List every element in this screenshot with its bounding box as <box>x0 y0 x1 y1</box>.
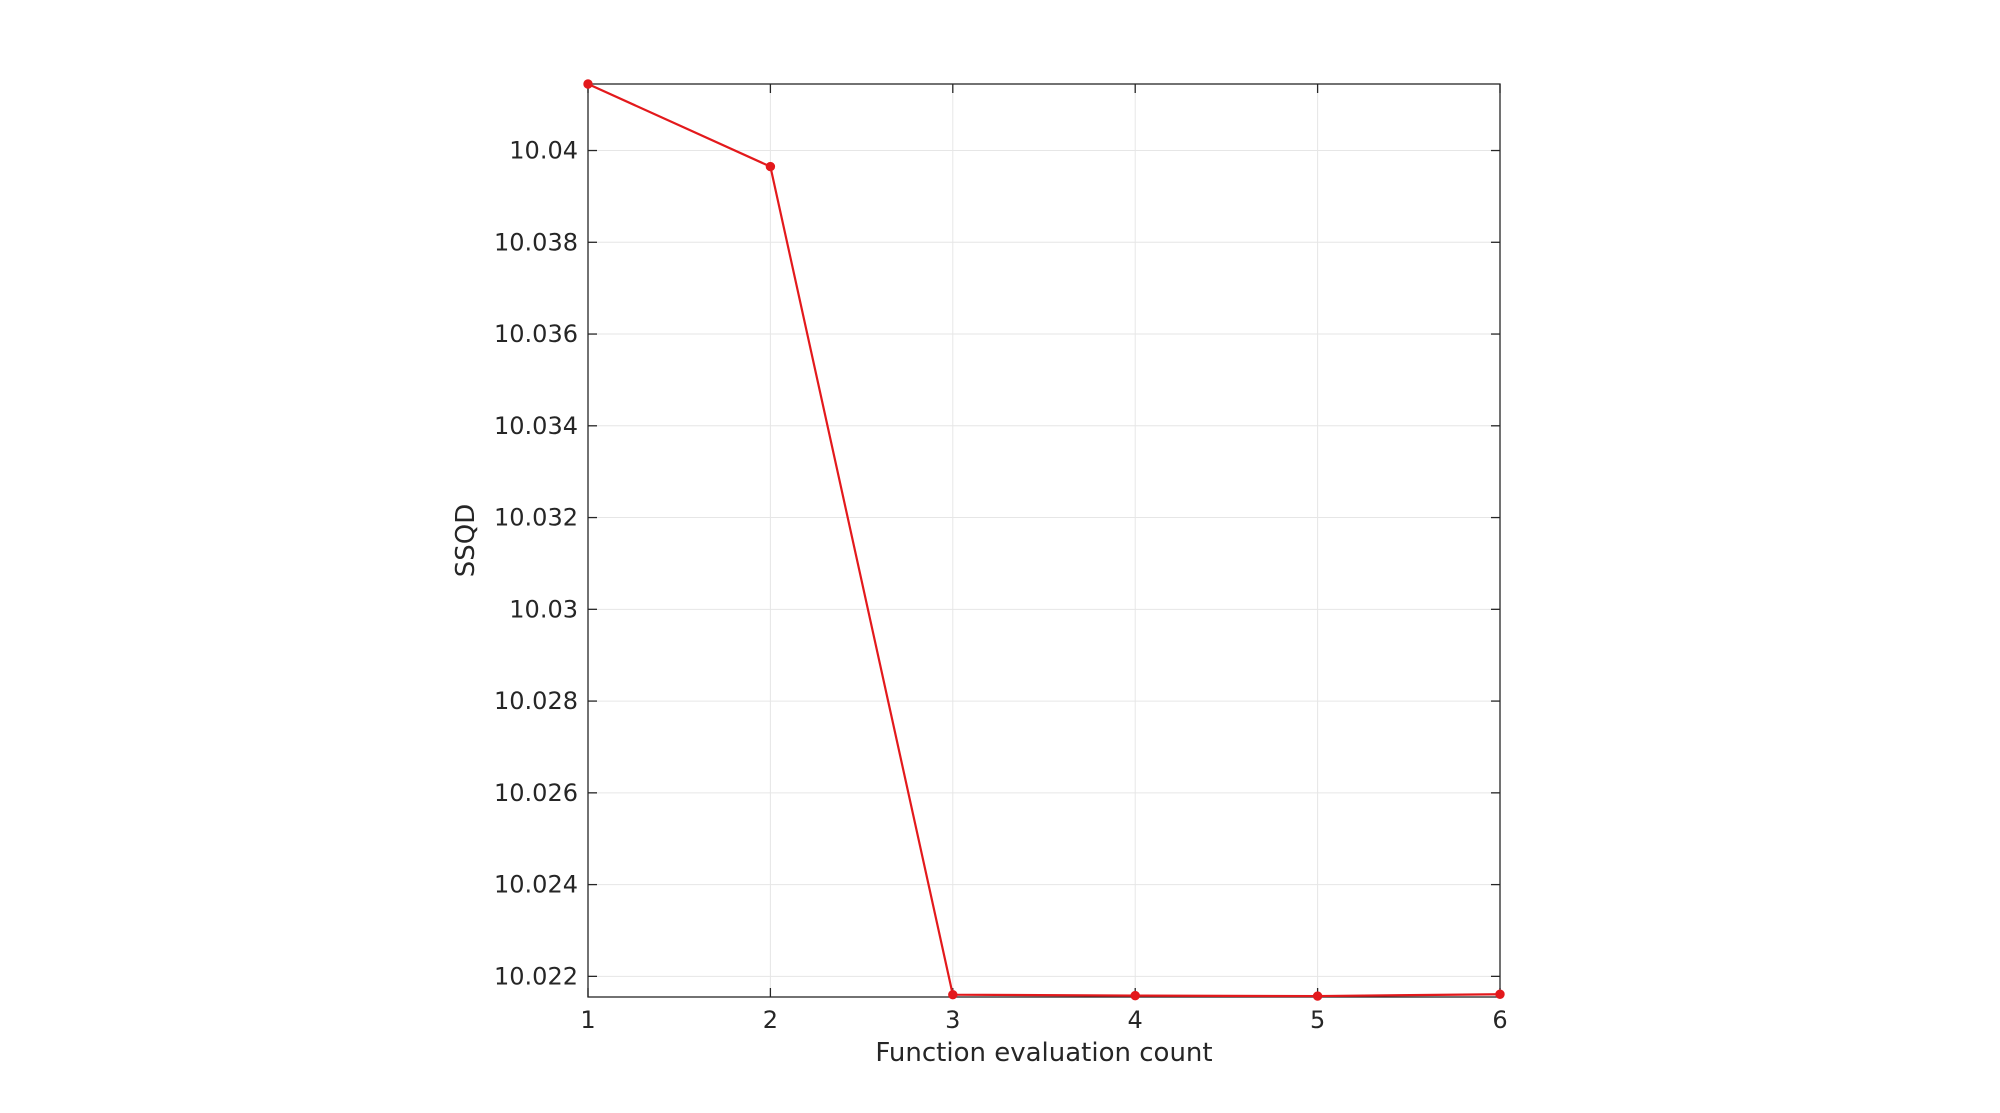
data-point <box>765 161 776 172</box>
y-tick-label: 10.038 <box>494 228 578 256</box>
data-point <box>948 990 958 1000</box>
x-tick-label: 6 <box>1492 1006 1507 1034</box>
x-tick-label: 5 <box>1310 1006 1325 1034</box>
y-tick-label: 10.04 <box>509 137 578 165</box>
data-point <box>1495 989 1505 999</box>
y-tick-labels: 10.022 10.024 10.026 10.028 10.03 10.032 10.03… <box>494 137 578 991</box>
y-tick-label: 10.028 <box>494 687 578 715</box>
x-tick-label: 2 <box>763 1006 778 1034</box>
axes-box <box>587 83 1501 998</box>
y-axis-title: SSQD <box>451 504 481 578</box>
data-point <box>1312 991 1323 1001</box>
series-group <box>583 79 1505 1001</box>
x-axis-title: Function evaluation count <box>875 1038 1212 1068</box>
y-grid-lines <box>588 150 1500 977</box>
series-line <box>587 82 1501 998</box>
y-tick-label: 10.026 <box>494 779 578 807</box>
y-tick-label: 10.03 <box>509 595 578 623</box>
y-tick-label: 10.034 <box>494 412 578 440</box>
data-point <box>1130 990 1140 1001</box>
x-tick-label: 4 <box>1128 1006 1143 1034</box>
y-tick-label: 10.036 <box>494 320 578 348</box>
y-tick-label: 10.024 <box>494 871 578 899</box>
x-tick-label: 1 <box>580 1006 595 1034</box>
y-tick-label: 10.032 <box>494 504 578 532</box>
plot-area <box>588 84 1500 997</box>
x-tick-labels: 1 2 3 4 5 6 <box>580 1006 1507 1034</box>
data-point <box>583 79 593 89</box>
y-tick-label: 10.022 <box>494 962 578 990</box>
x-tick-label: 3 <box>945 1006 960 1034</box>
